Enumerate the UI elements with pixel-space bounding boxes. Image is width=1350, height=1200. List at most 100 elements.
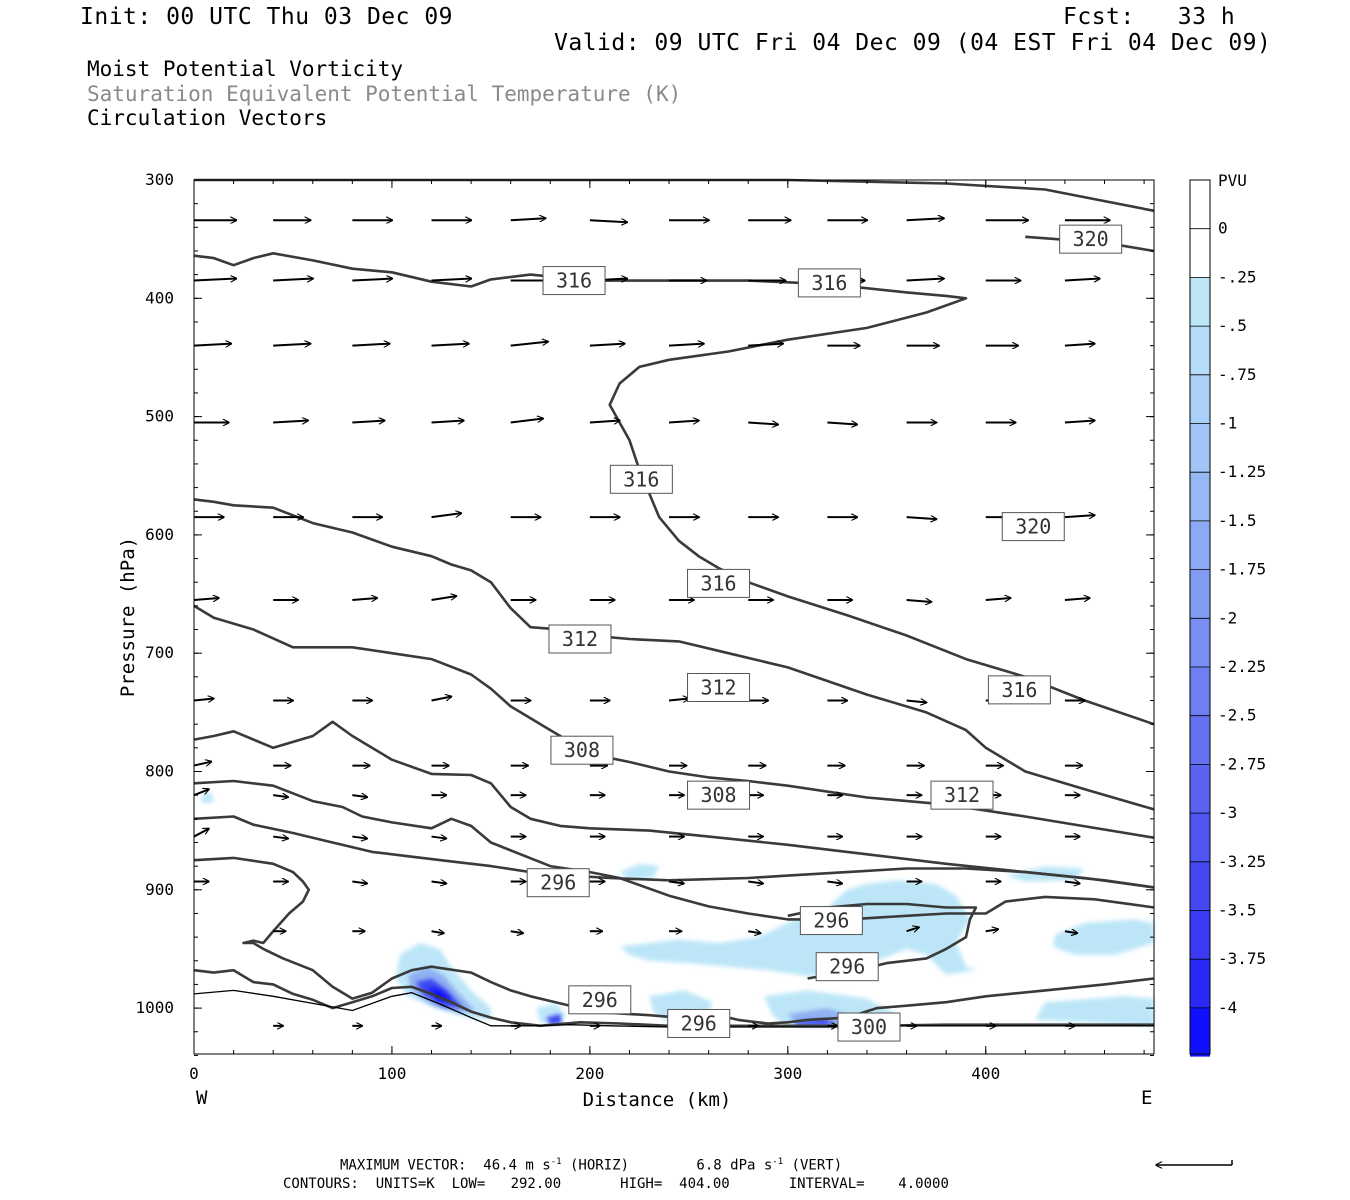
contour-label-box bbox=[568, 985, 632, 1015]
field-title-theta: Saturation Equivalent Potential Temperat… bbox=[87, 82, 682, 106]
colorbar-bin bbox=[1190, 423, 1210, 473]
contour-labels: 320 316 316 316 316 320 312 312 316 308 308 312 296 2… bbox=[526, 224, 1123, 1042]
pv-region bbox=[546, 1014, 563, 1025]
y-tick-label: 1000 bbox=[135, 998, 174, 1017]
contour-label-box bbox=[987, 675, 1051, 705]
circulation-vector bbox=[431, 931, 445, 933]
circulation-vector bbox=[352, 795, 367, 797]
contour-label: 320 bbox=[1073, 227, 1109, 251]
colorbar-bin bbox=[1190, 667, 1210, 716]
circulation-vector bbox=[273, 279, 313, 281]
x-end-label-east: E bbox=[1141, 1087, 1152, 1109]
colorbar-bin bbox=[1190, 910, 1210, 960]
pv-region bbox=[201, 792, 214, 804]
field-title-pv: Moist Potential Vorticity bbox=[87, 57, 404, 81]
init-time: Init: 00 UTC Thu 03 Dec 09 bbox=[80, 4, 454, 30]
theta-contour bbox=[193, 968, 1154, 1028]
x-axis-label: Distance (km) bbox=[583, 1089, 732, 1111]
colorbar-bin bbox=[1190, 180, 1210, 229]
y-tick-label: 900 bbox=[145, 880, 174, 899]
circulation-vector bbox=[1064, 421, 1095, 423]
contour-label: 316 bbox=[700, 571, 736, 595]
x-end-label-west: W bbox=[196, 1087, 208, 1109]
colorbar-label: -3 bbox=[1218, 803, 1237, 822]
colorbar-bin bbox=[1190, 1007, 1210, 1057]
circulation-vector bbox=[906, 600, 932, 602]
colorbar-bin bbox=[1190, 715, 1210, 765]
contour-label: 300 bbox=[851, 1015, 887, 1039]
circulation-vector bbox=[431, 279, 472, 281]
circulation-vector bbox=[193, 829, 209, 838]
colorbar-bin bbox=[1190, 472, 1210, 521]
circulation-vector bbox=[668, 882, 684, 884]
colorbar-label: -3.75 bbox=[1218, 949, 1266, 968]
contour-label: 316 bbox=[556, 269, 592, 293]
circulation-vector bbox=[1064, 882, 1080, 884]
axes: 300 400 500 600 700 800 900 1000 0 100 200 300 400 bbox=[135, 170, 1154, 1083]
colorbar-bin bbox=[1190, 374, 1210, 424]
contour-label: 296 bbox=[813, 909, 849, 933]
circulation-vector bbox=[748, 931, 761, 933]
circulation-vector bbox=[1064, 931, 1078, 933]
circulation-vector bbox=[193, 789, 209, 797]
contour-label: 312 bbox=[562, 627, 598, 651]
colorbar-label: -2.25 bbox=[1218, 657, 1266, 676]
contour-label: 312 bbox=[700, 676, 736, 700]
circulation-vector bbox=[273, 837, 288, 839]
circulation-vector bbox=[1064, 279, 1100, 281]
circulation-vector bbox=[589, 220, 628, 222]
theta-contours bbox=[193, 178, 1155, 1028]
theta-contour bbox=[193, 498, 1155, 811]
pv-region bbox=[619, 880, 976, 977]
circulation-vector bbox=[906, 279, 945, 281]
contour-label-box bbox=[797, 268, 861, 298]
contour-label: 316 bbox=[623, 467, 659, 491]
colorbar-label: -1 bbox=[1218, 414, 1237, 433]
x-tick-label: 400 bbox=[971, 1064, 1000, 1083]
plot-frame bbox=[193, 179, 1155, 1055]
contour-label: 320 bbox=[1015, 515, 1051, 539]
field-title-vectors: Circulation Vectors bbox=[87, 106, 328, 130]
pv-shading bbox=[201, 792, 1154, 1026]
circulation-vector bbox=[748, 882, 763, 884]
y-tick-label: 300 bbox=[145, 170, 174, 189]
circulation-vector bbox=[431, 837, 447, 839]
circulation-vector bbox=[1064, 598, 1090, 600]
pv-region bbox=[793, 1018, 838, 1026]
contour-label-box bbox=[550, 735, 614, 765]
circulation-vector bbox=[431, 882, 447, 884]
y-tick-label: 800 bbox=[145, 762, 174, 781]
contour-label-box bbox=[542, 266, 606, 296]
colorbar-label: -1.75 bbox=[1218, 560, 1266, 579]
x-tick-label: 100 bbox=[377, 1064, 406, 1083]
colorbar-title: PVU bbox=[1218, 171, 1247, 190]
circulation-vector bbox=[273, 344, 311, 346]
contour-label-box bbox=[687, 568, 751, 598]
y-tick-label: 600 bbox=[145, 525, 174, 544]
x-tick-label: 0 bbox=[189, 1064, 199, 1083]
colorbar-bin bbox=[1190, 277, 1210, 327]
contour-label: 296 bbox=[681, 1011, 717, 1035]
contour-label-box bbox=[799, 906, 863, 936]
pv-region bbox=[619, 863, 660, 881]
colorbar-bin bbox=[1190, 618, 1210, 667]
ground-surface bbox=[193, 989, 1154, 1028]
contour-label-box bbox=[687, 780, 751, 810]
circulation-vector bbox=[589, 421, 620, 423]
circulation-vector bbox=[352, 344, 390, 346]
colorbar-bin bbox=[1190, 228, 1210, 278]
colorbar-bin bbox=[1190, 569, 1210, 619]
colorbar-bin bbox=[1190, 959, 1210, 1008]
contour-label-box bbox=[526, 868, 590, 898]
circulation-vector bbox=[431, 596, 457, 601]
circulation-vector bbox=[273, 795, 288, 797]
maximum-vector-text: MAXIMUM VECTOR: 46.4 m s-1 (HORIZ) 6.8 d… bbox=[340, 1157, 843, 1174]
circulation-vector bbox=[827, 423, 857, 425]
contour-label-box bbox=[1059, 224, 1123, 254]
contour-info-text: CONTOURS: UNITS=K LOW= 292.00 HIGH= 404.… bbox=[283, 1176, 949, 1192]
forecast-hour: Fcst: 33 h bbox=[1063, 4, 1236, 30]
theta-contour bbox=[193, 252, 1155, 726]
circulation-vector bbox=[827, 882, 842, 884]
contour-label: 312 bbox=[944, 783, 980, 807]
circulation-vector bbox=[510, 342, 549, 347]
